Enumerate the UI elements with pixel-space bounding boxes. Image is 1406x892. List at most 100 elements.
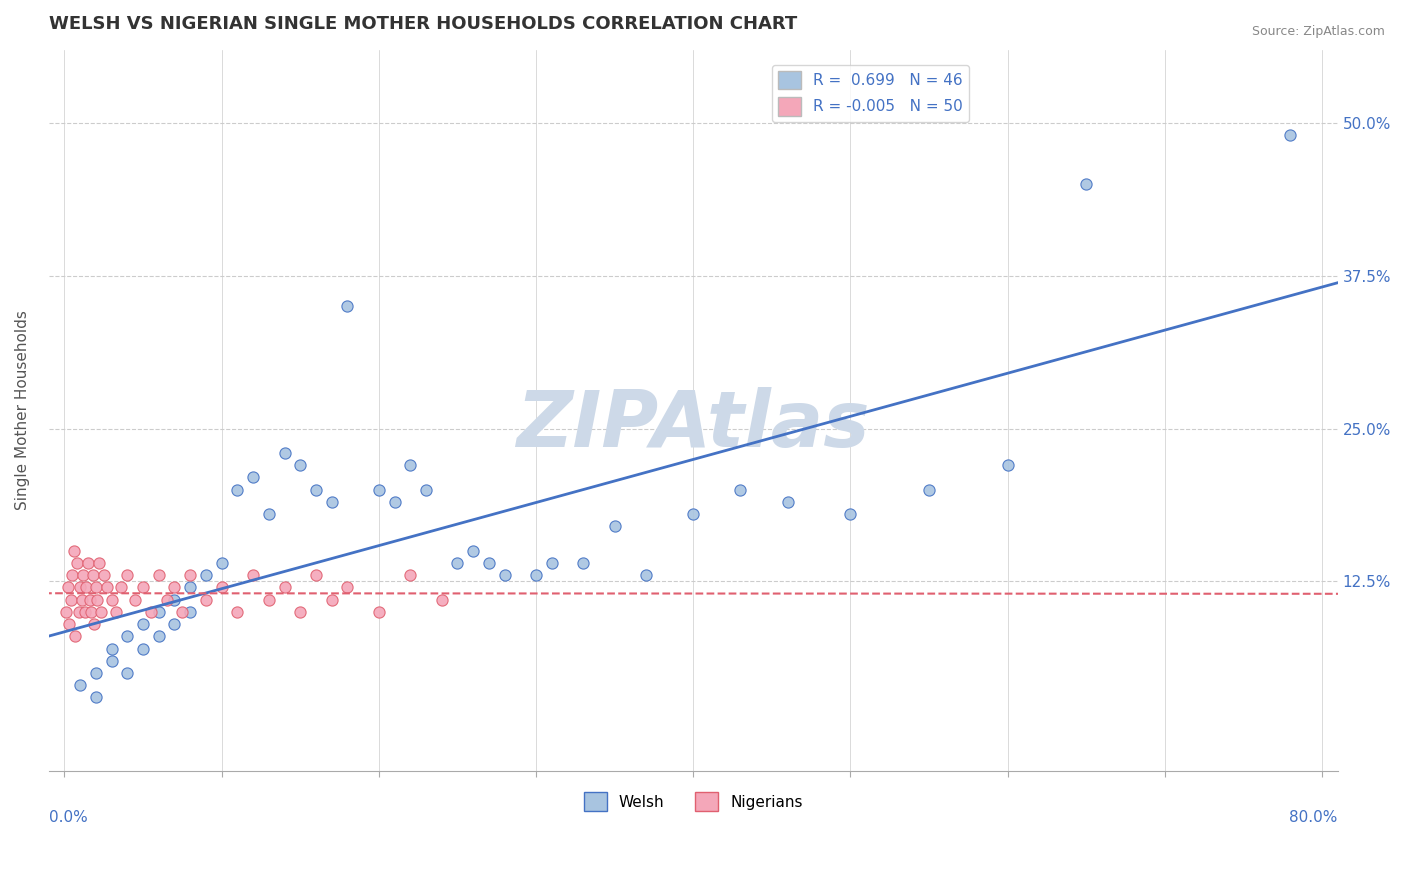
Point xyxy=(70,592,93,607)
Point xyxy=(211,556,233,570)
Point xyxy=(139,605,162,619)
Point xyxy=(634,568,657,582)
Point xyxy=(367,605,389,619)
Point xyxy=(257,507,280,521)
Point xyxy=(58,617,80,632)
Point xyxy=(105,605,128,619)
Point xyxy=(997,458,1019,473)
Legend: Welsh, Nigerians: Welsh, Nigerians xyxy=(578,786,808,817)
Point xyxy=(124,592,146,607)
Point xyxy=(290,605,312,619)
Point xyxy=(100,641,122,656)
Point xyxy=(242,568,264,582)
Point xyxy=(87,556,110,570)
Point xyxy=(478,556,501,570)
Point xyxy=(179,605,201,619)
Point xyxy=(59,592,82,607)
Point xyxy=(194,568,217,582)
Point xyxy=(72,568,94,582)
Point xyxy=(367,483,389,497)
Point xyxy=(148,605,170,619)
Point xyxy=(96,581,118,595)
Point xyxy=(305,483,328,497)
Point xyxy=(172,605,194,619)
Point xyxy=(336,300,359,314)
Point xyxy=(399,568,422,582)
Point xyxy=(69,678,91,692)
Point xyxy=(446,556,468,570)
Point xyxy=(156,592,179,607)
Point xyxy=(86,592,108,607)
Point xyxy=(540,556,562,570)
Point xyxy=(290,458,312,473)
Point xyxy=(163,581,186,595)
Point xyxy=(148,629,170,643)
Point xyxy=(415,483,437,497)
Point xyxy=(572,556,595,570)
Text: WELSH VS NIGERIAN SINGLE MOTHER HOUSEHOLDS CORRELATION CHART: WELSH VS NIGERIAN SINGLE MOTHER HOUSEHOL… xyxy=(49,15,797,33)
Point xyxy=(66,556,89,570)
Point xyxy=(273,581,295,595)
Point xyxy=(918,483,941,497)
Point xyxy=(132,641,155,656)
Point xyxy=(321,495,343,509)
Point xyxy=(226,605,249,619)
Point xyxy=(321,592,343,607)
Point xyxy=(100,592,122,607)
Text: Source: ZipAtlas.com: Source: ZipAtlas.com xyxy=(1251,25,1385,38)
Point xyxy=(84,581,107,595)
Point xyxy=(242,470,264,484)
Point xyxy=(384,495,406,509)
Text: ZIPAtlas: ZIPAtlas xyxy=(516,387,870,463)
Point xyxy=(55,605,77,619)
Point xyxy=(305,568,328,582)
Point xyxy=(682,507,704,521)
Y-axis label: Single Mother Households: Single Mother Households xyxy=(15,310,30,510)
Point xyxy=(194,592,217,607)
Point xyxy=(100,654,122,668)
Point xyxy=(226,483,249,497)
Point xyxy=(463,543,485,558)
Point xyxy=(524,568,547,582)
Text: 0.0%: 0.0% xyxy=(49,810,87,825)
Point xyxy=(73,605,96,619)
Point xyxy=(60,568,83,582)
Point xyxy=(494,568,516,582)
Point xyxy=(82,568,104,582)
Point xyxy=(84,690,107,705)
Point xyxy=(179,568,201,582)
Point xyxy=(110,581,132,595)
Point xyxy=(65,629,87,643)
Point xyxy=(79,592,101,607)
Point xyxy=(63,543,86,558)
Point xyxy=(257,592,280,607)
Point xyxy=(56,581,79,595)
Text: 80.0%: 80.0% xyxy=(1289,810,1337,825)
Point xyxy=(211,581,233,595)
Point xyxy=(83,617,105,632)
Point xyxy=(730,483,752,497)
Point xyxy=(1076,178,1098,192)
Point xyxy=(117,568,139,582)
Point xyxy=(77,556,100,570)
Point xyxy=(93,568,115,582)
Point xyxy=(603,519,626,533)
Point xyxy=(148,568,170,582)
Point xyxy=(67,605,90,619)
Point xyxy=(179,581,201,595)
Point xyxy=(273,446,295,460)
Point xyxy=(80,605,103,619)
Point xyxy=(1279,128,1302,143)
Point xyxy=(69,581,91,595)
Point xyxy=(839,507,862,521)
Point xyxy=(90,605,112,619)
Point xyxy=(163,592,186,607)
Point xyxy=(399,458,422,473)
Point xyxy=(76,581,98,595)
Point xyxy=(132,581,155,595)
Point xyxy=(776,495,799,509)
Point xyxy=(117,629,139,643)
Point xyxy=(163,617,186,632)
Point xyxy=(336,581,359,595)
Point xyxy=(117,665,139,680)
